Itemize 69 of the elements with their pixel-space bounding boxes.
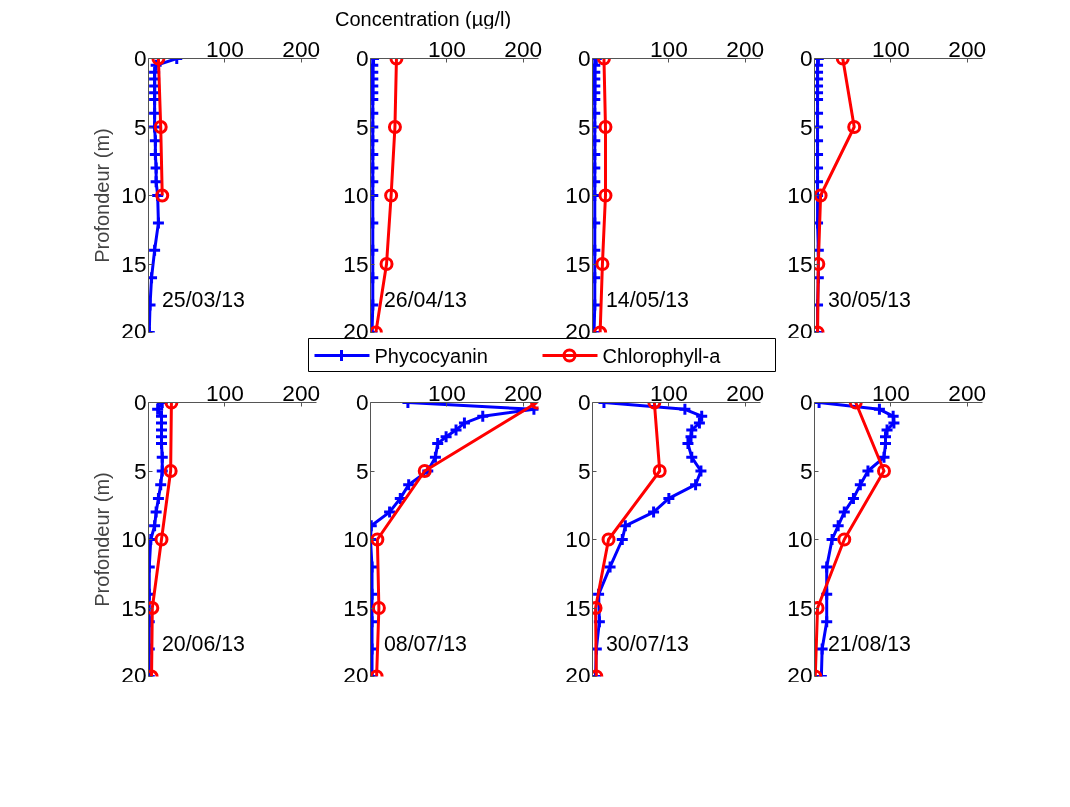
x-axis-title: Concentration (µg/l) bbox=[335, 7, 512, 32]
y-tick-label: 5 bbox=[577, 457, 591, 484]
y-tick-label: 15 bbox=[787, 250, 813, 277]
y-tick-label: 15 bbox=[565, 594, 591, 621]
x-tick-label: 100 bbox=[871, 35, 910, 62]
x-tick-label: 100 bbox=[427, 379, 466, 406]
y-tick-label: 10 bbox=[121, 526, 147, 552]
y-tick-label: 5 bbox=[133, 457, 147, 484]
y-tick-label: 5 bbox=[577, 113, 591, 140]
y-tick-label: 15 bbox=[565, 250, 591, 277]
y-tick-label: 5 bbox=[799, 113, 813, 140]
y-tick-label: 20 bbox=[121, 661, 147, 688]
x-tick-label: 100 bbox=[205, 379, 244, 406]
y-tick-label: 5 bbox=[355, 457, 369, 484]
annotation: 08/07/13 bbox=[383, 631, 467, 656]
x-tick-label: 100 bbox=[871, 379, 910, 406]
x-tick-label: 100 bbox=[427, 35, 466, 62]
annotation: 26/04/13 bbox=[383, 287, 467, 312]
y-tick-label: 0 bbox=[799, 45, 813, 71]
x-tick-label: 100 bbox=[649, 35, 688, 62]
x-tick-label: 100 bbox=[205, 35, 244, 62]
y-tick-label: 10 bbox=[343, 526, 369, 552]
y-tick-label: 15 bbox=[121, 250, 147, 277]
y-tick-label: 15 bbox=[343, 250, 369, 277]
x-tick-label: 200 bbox=[504, 35, 543, 62]
x-tick-label: 200 bbox=[726, 35, 765, 62]
y-tick-label: 0 bbox=[133, 389, 147, 415]
y-tick-label: 5 bbox=[133, 113, 147, 140]
y-tick-label: 0 bbox=[577, 45, 591, 71]
y-tick-label: 10 bbox=[565, 526, 591, 552]
y-axis-title: Profondeur (m) bbox=[91, 128, 114, 263]
y-axis-title: Profondeur (m) bbox=[91, 472, 114, 607]
y-tick-label: 20 bbox=[565, 661, 591, 688]
annotation: 20/06/13 bbox=[161, 631, 245, 656]
annotation: 21/08/13 bbox=[827, 631, 911, 656]
annotation: 14/05/13 bbox=[605, 287, 689, 312]
x-tick-label: 200 bbox=[504, 379, 543, 406]
y-tick-label: 20 bbox=[565, 317, 591, 344]
y-tick-label: 0 bbox=[577, 389, 591, 415]
annotation: 30/07/13 bbox=[605, 631, 689, 656]
y-tick-label: 10 bbox=[121, 182, 147, 208]
y-tick-label: 10 bbox=[565, 182, 591, 208]
x-tick-label: 200 bbox=[282, 35, 321, 62]
annotation: 30/05/13 bbox=[827, 287, 911, 312]
y-tick-label: 15 bbox=[787, 594, 813, 621]
annotation: 25/03/13 bbox=[161, 287, 245, 312]
x-tick-label: 200 bbox=[948, 379, 987, 406]
y-tick-label: 0 bbox=[355, 45, 369, 71]
legend-label: Chlorophyll-a bbox=[602, 344, 722, 367]
y-tick-label: 10 bbox=[343, 182, 369, 208]
x-tick-label: 100 bbox=[649, 379, 688, 406]
y-tick-label: 15 bbox=[343, 594, 369, 621]
y-tick-label: 20 bbox=[787, 317, 813, 344]
y-tick-label: 5 bbox=[355, 113, 369, 140]
x-tick-label: 200 bbox=[948, 35, 987, 62]
y-tick-label: 10 bbox=[787, 182, 813, 208]
y-tick-label: 10 bbox=[787, 526, 813, 552]
y-tick-label: 20 bbox=[121, 317, 147, 344]
y-tick-label: 20 bbox=[787, 661, 813, 688]
y-tick-label: 20 bbox=[343, 317, 369, 344]
y-tick-label: 5 bbox=[799, 457, 813, 484]
y-tick-label: 20 bbox=[343, 661, 369, 688]
y-tick-label: 15 bbox=[121, 594, 147, 621]
x-tick-label: 200 bbox=[726, 379, 765, 406]
y-tick-label: 0 bbox=[799, 389, 813, 415]
y-tick-label: 0 bbox=[355, 389, 369, 415]
legend-label: Phycocyanin bbox=[374, 344, 488, 367]
x-tick-label: 200 bbox=[282, 379, 321, 406]
y-tick-label: 0 bbox=[133, 45, 147, 71]
